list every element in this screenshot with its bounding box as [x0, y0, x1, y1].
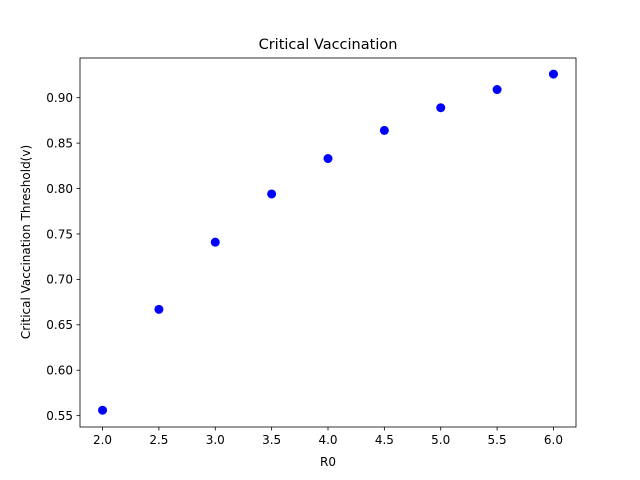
x-tick-label: 2.0 — [93, 433, 112, 447]
data-point — [210, 237, 220, 247]
y-tick-label: 0.60 — [46, 364, 73, 378]
data-point — [492, 85, 502, 95]
x-tick-label: 5.0 — [431, 433, 450, 447]
data-point — [548, 69, 558, 79]
y-tick-label: 0.85 — [46, 136, 73, 150]
data-point — [379, 125, 389, 135]
y-tick-label: 0.80 — [46, 182, 73, 196]
x-tick-label: 4.0 — [318, 433, 337, 447]
x-tick-label: 4.5 — [375, 433, 394, 447]
data-point — [267, 189, 277, 199]
y-tick-label: 0.75 — [46, 227, 73, 241]
y-axis-label: Critical Vaccination Threshold(v) — [19, 145, 33, 339]
data-point — [436, 103, 446, 113]
data-point — [323, 154, 333, 164]
data-point — [98, 405, 108, 415]
x-tick-label: 2.5 — [149, 433, 168, 447]
y-tick-label: 0.70 — [46, 273, 73, 287]
x-tick-label: 3.0 — [206, 433, 225, 447]
y-tick-label: 0.90 — [46, 91, 73, 105]
x-tick-label: 6.0 — [544, 433, 563, 447]
data-point — [154, 304, 164, 314]
x-axis-label: R0 — [320, 455, 336, 469]
chart-title: Critical Vaccination — [259, 37, 398, 53]
y-tick-label: 0.65 — [46, 318, 73, 332]
plot-area: 2.0 2.5 3.0 3.5 4.0 4.5 5.0 5.5 6.0 0.55 0.60 0.65 0… — [46, 57, 577, 447]
x-tick-label: 3.5 — [262, 433, 281, 447]
x-tick-label: 5.5 — [488, 433, 507, 447]
y-tick-label: 0.55 — [46, 409, 73, 423]
